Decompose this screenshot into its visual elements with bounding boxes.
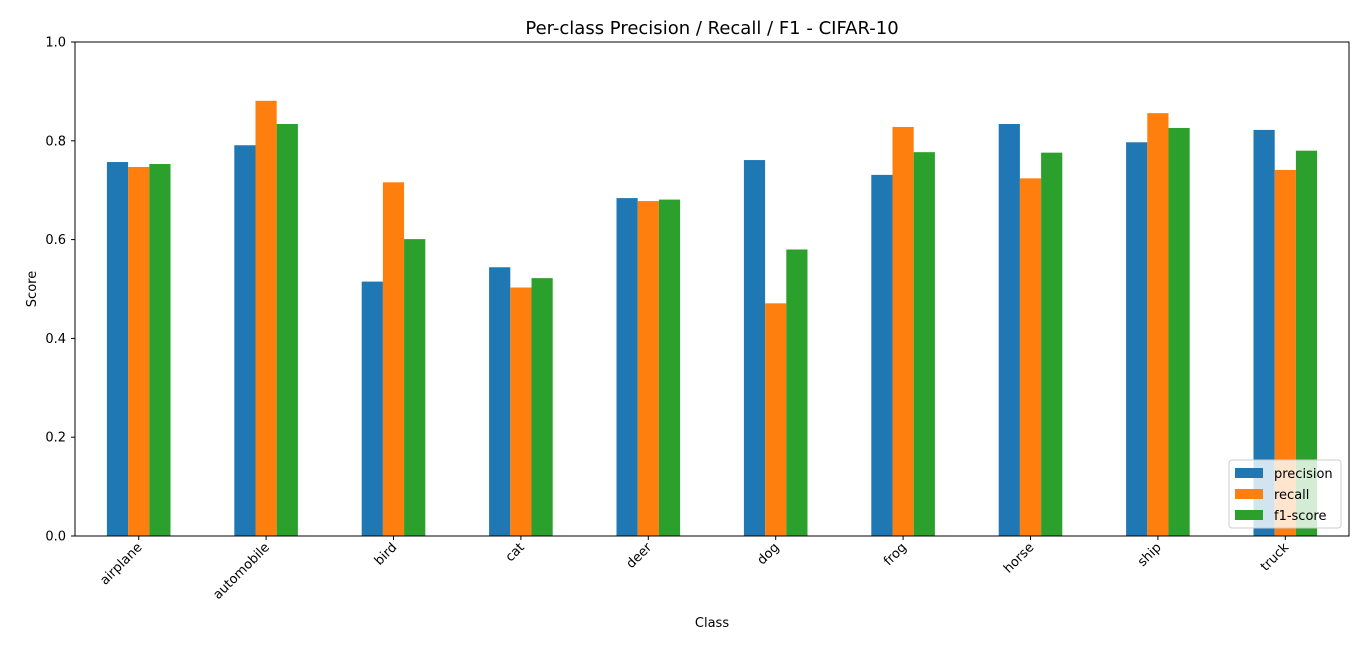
x-tick-label-cat: cat [503,540,528,565]
bar-recall-automobile [255,100,277,536]
x-tick-label-automobile: automobile [210,540,272,602]
x-tick-label-frog: frog [881,540,910,569]
y-axis: 0.0 0.2 0.4 0.6 0.8 1.0 [45,36,75,545]
legend-label-recall: recall [1274,488,1309,503]
x-axis: airplane automobile bird cat deer dog frog hors… [97,536,1292,603]
y-tick-label: 1.0 [45,36,66,51]
legend-swatch-f1-score [1235,510,1263,520]
bar-f1-score-ship [1168,127,1190,537]
bar-precision-deer [616,198,638,536]
y-tick-label: 0.2 [45,431,66,446]
bars-layer [106,100,1318,537]
bar-f1-score-cat [531,278,553,536]
bar-precision-automobile [234,145,256,536]
bar-f1-score-frog [913,152,935,536]
bar-precision-airplane [106,162,129,537]
y-tick-label: 0.6 [45,233,66,248]
bar-recall-cat [510,287,532,536]
bar-f1-score-horse [1041,152,1063,536]
bar-recall-ship [1147,113,1169,536]
bar-precision-horse [998,124,1020,536]
legend-swatch-recall [1235,489,1263,499]
bar-precision-frog [871,174,893,536]
bar-f1-score-truck [1295,150,1318,536]
bar-recall-dog [765,303,787,536]
bar-f1-score-deer [658,199,681,536]
bar-recall-horse [1019,178,1042,536]
bar-recall-bird [382,182,405,537]
plot-frame [74,41,1350,537]
legend-label-f1-score: f1-score [1274,509,1326,524]
x-axis-label: Class [695,616,729,631]
bar-precision-truck [1253,129,1275,536]
y-axis-label: Score [25,271,40,307]
bar-precision-ship [1126,142,1148,536]
chart-title: Per-class Precision / Recall / F1 - CIFA… [525,18,898,39]
legend-label-precision: precision [1274,467,1333,482]
bar-f1-score-automobile [276,124,298,536]
y-tick-label: 0.4 [45,332,66,347]
bar-precision-dog [743,160,766,536]
x-tick-label-dog: dog [755,540,783,568]
x-tick-label-airplane: airplane [97,540,145,588]
bar-recall-frog [892,126,914,536]
y-tick-label: 0.0 [45,530,66,545]
bar-precision-bird [361,281,383,536]
x-tick-label-horse: horse [1001,540,1037,576]
bar-recall-truck [1274,169,1296,536]
legend-swatch-precision [1235,468,1263,478]
bar-recall-deer [637,201,659,536]
bar-recall-airplane [128,166,150,537]
bar-f1-score-dog [786,249,808,537]
x-tick-label-bird: bird [372,540,400,568]
x-tick-label-ship: ship [1135,540,1165,570]
bar-precision-cat [489,267,511,536]
y-tick-label: 0.8 [45,134,66,149]
bar-f1-score-bird [404,239,426,537]
x-tick-label-truck: truck [1258,540,1293,575]
x-tick-label-deer: deer [624,540,656,572]
bar-f1-score-airplane [149,164,171,536]
legend: precision recall f1-score [1228,459,1342,529]
